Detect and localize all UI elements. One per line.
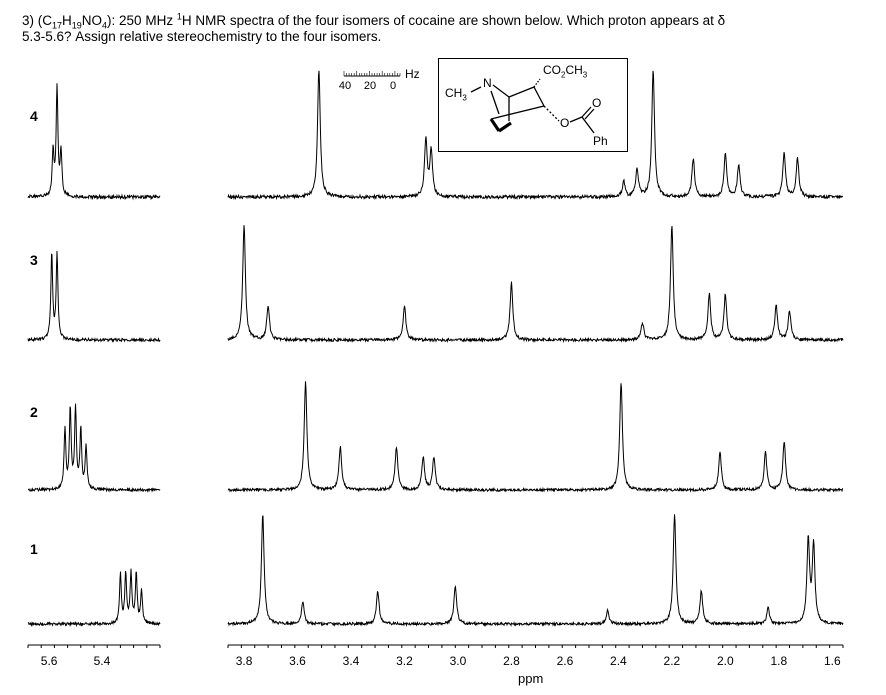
formula-h-count: 19 [71,20,82,31]
tick-label: 2.0 [717,654,734,668]
carbonyl-bond [584,108,595,120]
bold-bond [498,121,512,133]
spectrum-label-1: 1 [30,541,38,557]
tick-label: 5.6 [40,654,58,668]
nitrogen-atom: N [483,76,492,90]
spectrum-trace-1-right [227,514,844,628]
ring-bond [533,86,545,107]
tick-label: 2.6 [556,654,574,668]
formula-no: NO [81,13,103,28]
ring-bond [490,105,545,120]
n-methyl-group: CH3 [445,86,467,102]
phenyl-group: Ph [593,134,608,148]
spectrum-trace-3-right [227,225,844,343]
tick-label: 2.4 [610,654,627,668]
ring-bond [508,86,535,98]
spectrum-trace-2-right [227,381,844,493]
ester-o-count: 2 [561,70,566,80]
o-c-bond [569,116,583,123]
question-text: 3) (C17H19NO4): 250 MHz 1H NMR spectra o… [22,11,872,45]
ester-oxygen: O [560,116,570,130]
question-tail: H NMR spectra of the four isomers of coc… [181,13,726,28]
carbonyl-oxygen: O [592,96,602,110]
n-methyl-bond [470,86,482,93]
tick-label: 5.4 [93,654,111,668]
tick-label: 3.2 [396,654,413,668]
scale-bar-value: 20 [363,80,377,92]
ester-ch: CH [565,63,583,77]
structure-bonds [470,78,595,134]
formula-c: C [42,13,52,28]
tick-label: 3.4 [342,654,360,668]
nmr-superscript: 1 [176,11,182,22]
phenyl-bond [581,116,595,134]
tick-label: 3.0 [449,654,467,668]
ester-bond [533,78,541,88]
formula-h: H [62,13,72,28]
formula-c-count: 17 [52,20,63,31]
methyl-h-count: 3 [462,93,467,103]
bridge-bond [492,84,510,98]
question-mid: ): 250 MHz [107,13,177,28]
tick-label: 1.6 [823,654,841,668]
ester-group: CO2CH3 [543,63,587,79]
tick-label: 3.6 [289,654,306,668]
scale-bar-unit: Hz [405,67,420,81]
question-line2: 5.3-5.6? Assign relative stereochemistry… [22,29,382,44]
scale-bar-value: 0 [389,80,397,92]
spectrum-label-2: 2 [30,404,38,420]
tick-label: 3.8 [235,654,253,668]
cocaine-structure: CO2CH3 N CH3 O O Ph [438,58,628,152]
spectrum-trace-3-left [27,250,161,343]
axis-title: ppm [518,671,544,686]
ester-o-bond [543,105,560,122]
tick-label: 1.8 [770,654,788,668]
ester-co: CO [543,63,561,77]
formula-o-count: 4 [102,20,108,31]
tick-label: 2.8 [503,654,520,668]
spectrum-trace-1-left [27,568,161,628]
question-prefix: 3) ( [22,13,43,28]
tick-label: 2.2 [663,654,681,668]
spectrum-trace-4-left [27,83,161,201]
bold-bond [489,118,501,132]
methyl-ch: CH [445,86,463,100]
spectrum-trace-4-right [227,70,844,201]
scale-bar-value: 40 [338,80,352,92]
spectrum-label-4: 4 [30,108,38,124]
spectrum-label-3: 3 [30,252,38,268]
spectrum-trace-2-left [28,403,161,493]
ester-h-count: 3 [582,70,588,80]
carbonyl-bond [581,106,592,118]
ring-bond [490,90,500,115]
